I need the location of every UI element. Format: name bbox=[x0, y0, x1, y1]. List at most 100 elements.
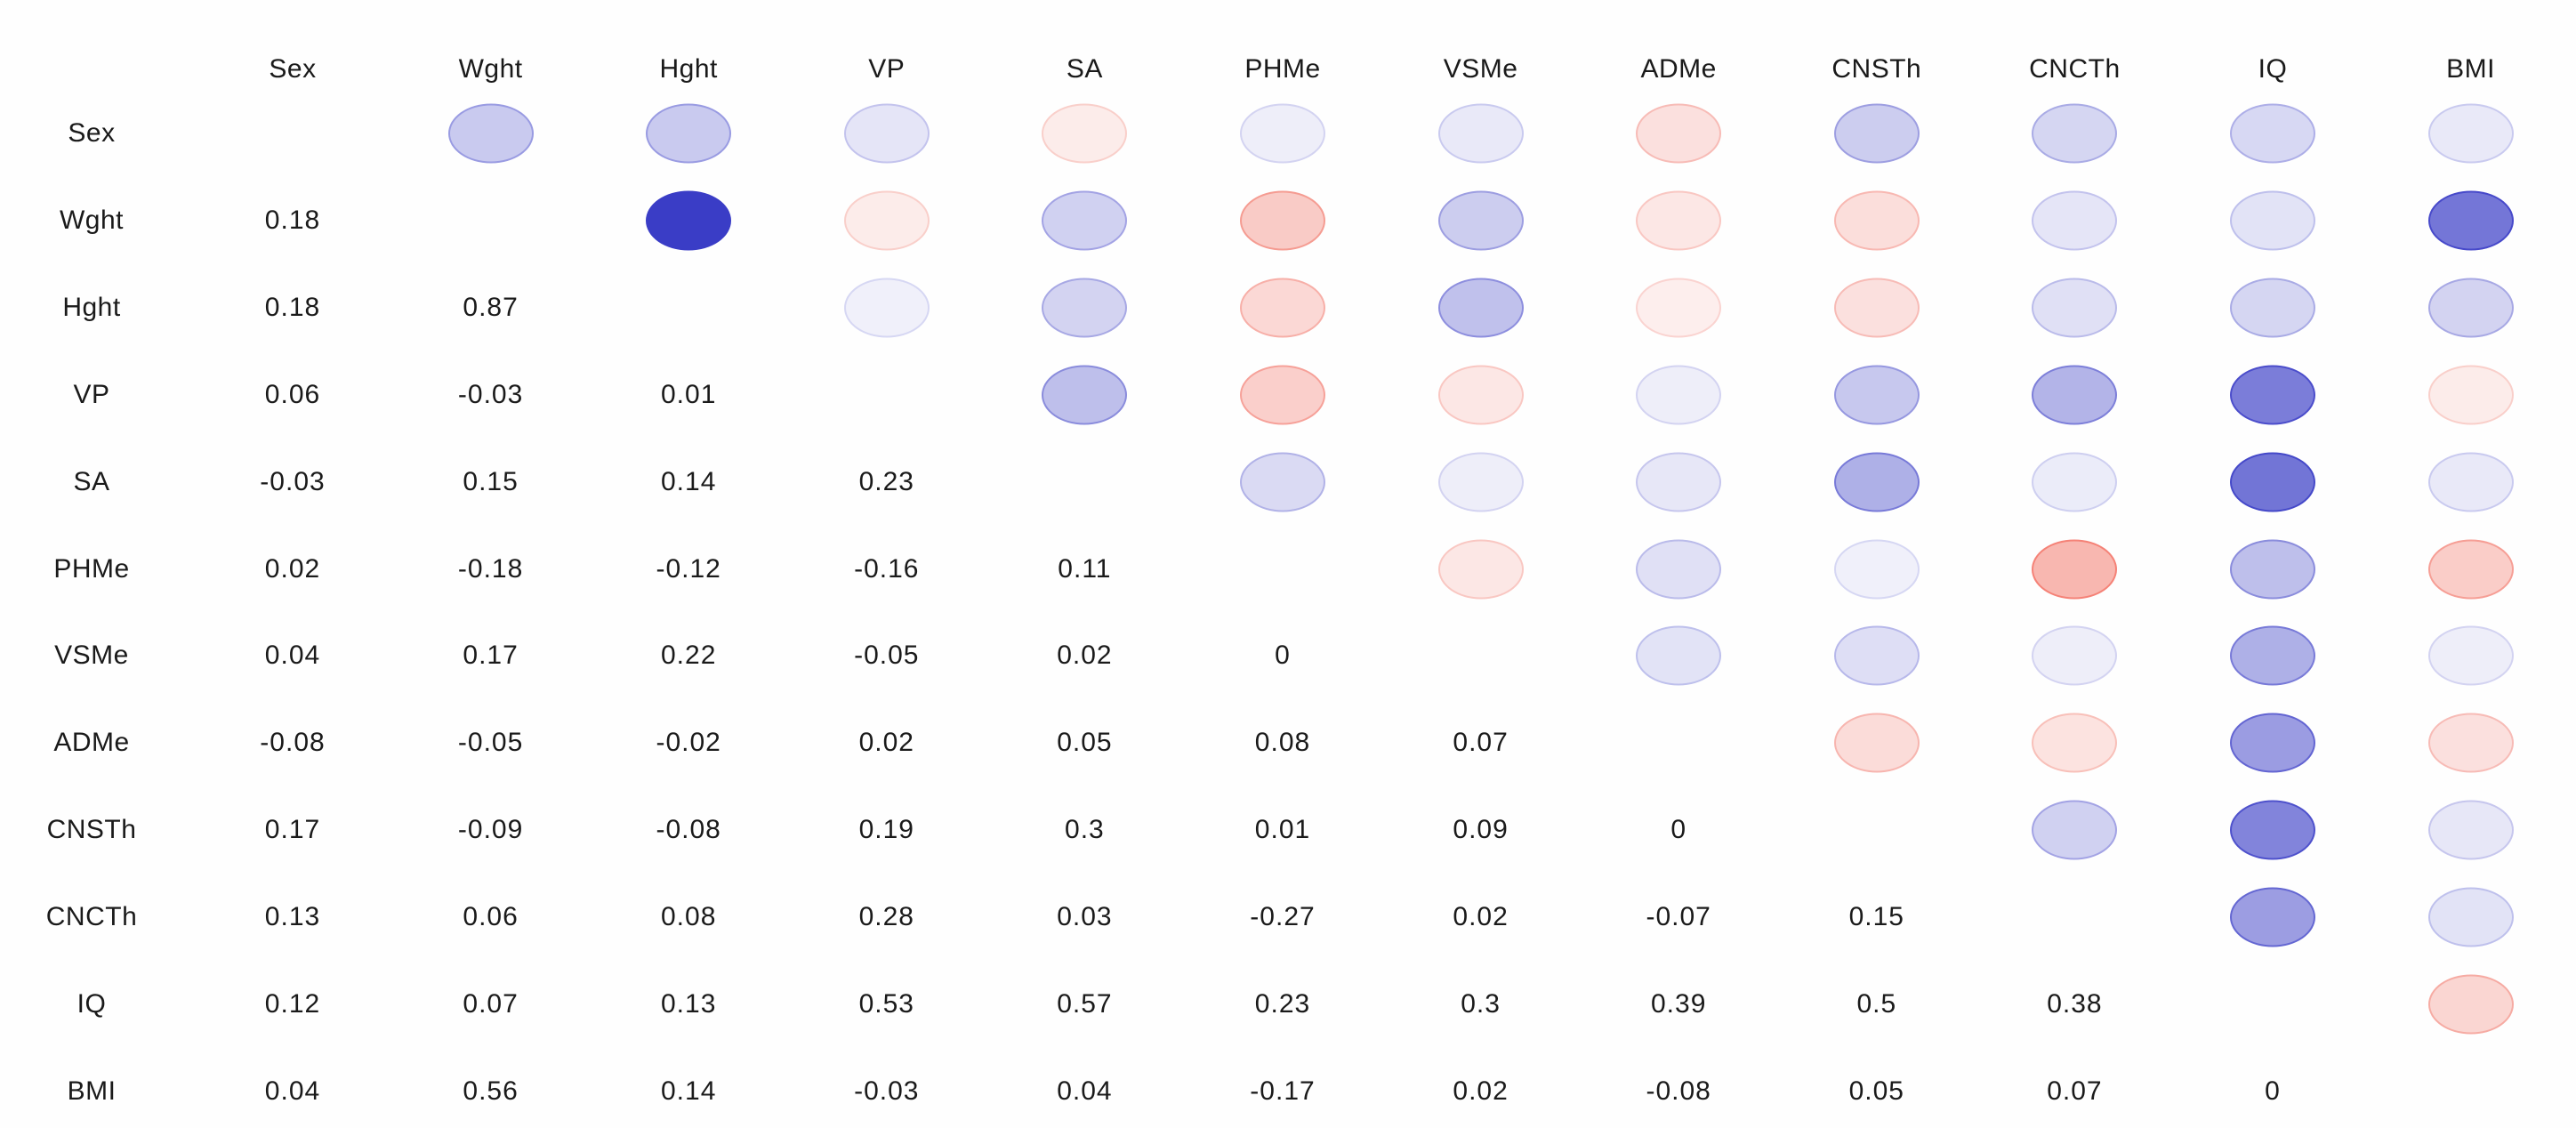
corr-value-CNCTh-CNSTh: 0.15 bbox=[1848, 902, 1904, 932]
row-label-SA: SA bbox=[73, 466, 110, 496]
corr-ellipse-Wght-BMI bbox=[2427, 190, 2514, 251]
corr-ellipse-Wght-VP bbox=[843, 190, 930, 251]
corr-ellipse-Hght-SA bbox=[1042, 278, 1128, 338]
corr-ellipse-SA-PHMe bbox=[1240, 452, 1325, 512]
corr-ellipse-SA-CNCTh bbox=[2032, 452, 2118, 512]
corr-ellipse-VP-PHMe bbox=[1240, 365, 1325, 425]
corr-ellipse-Hght-VP bbox=[843, 278, 930, 338]
corr-value-PHMe-SA: 0.11 bbox=[1058, 553, 1112, 584]
col-header-Wght: Wght bbox=[458, 54, 523, 84]
corr-value-CNSTh-Sex: 0.17 bbox=[264, 815, 321, 845]
corr-ellipse-PHMe-BMI bbox=[2427, 539, 2514, 599]
corr-value-CNCTh-PHMe: -0.27 bbox=[1250, 902, 1316, 932]
corr-value-CNSTh-Hght: -0.08 bbox=[656, 815, 721, 845]
corr-ellipse-Sex-SA bbox=[1042, 103, 1128, 164]
corr-ellipse-CNCTh-BMI bbox=[2427, 887, 2514, 947]
corr-ellipse-Sex-Hght bbox=[646, 103, 732, 164]
corr-value-BMI-Hght: 0.14 bbox=[660, 1076, 717, 1106]
row-label-Wght: Wght bbox=[59, 205, 125, 235]
corr-value-ADMe-Hght: -0.02 bbox=[656, 728, 721, 758]
corr-value-CNCTh-Sex: 0.13 bbox=[264, 902, 321, 932]
corr-value-ADMe-VSMe: 0.07 bbox=[1453, 728, 1509, 758]
corr-value-Wght-Sex: 0.18 bbox=[264, 205, 321, 235]
corr-ellipse-ADMe-CNCTh bbox=[2032, 713, 2118, 773]
col-header-SA: SA bbox=[1066, 54, 1103, 84]
corr-value-BMI-SA: 0.04 bbox=[1057, 1076, 1113, 1106]
corr-ellipse-SA-ADMe bbox=[1636, 452, 1722, 512]
corr-ellipse-VSMe-BMI bbox=[2427, 625, 2514, 686]
corr-ellipse-CNSTh-BMI bbox=[2427, 800, 2514, 860]
row-label-IQ: IQ bbox=[76, 989, 107, 1019]
corr-ellipse-Hght-IQ bbox=[2230, 278, 2315, 338]
corr-ellipse-Wght-Hght bbox=[646, 190, 732, 251]
row-label-PHMe: PHMe bbox=[53, 553, 130, 584]
corr-value-CNSTh-VP: 0.19 bbox=[858, 815, 914, 845]
col-header-ADMe: ADMe bbox=[1640, 54, 1717, 84]
corr-ellipse-Sex-ADMe bbox=[1636, 103, 1722, 164]
row-label-VSMe: VSMe bbox=[54, 641, 129, 671]
corr-ellipse-CNSTh-CNCTh bbox=[2032, 800, 2118, 860]
corr-value-SA-Wght: 0.15 bbox=[463, 466, 519, 496]
corr-ellipse-Hght-PHMe bbox=[1240, 278, 1325, 338]
corr-value-VP-Hght: 0.01 bbox=[660, 379, 717, 409]
corr-value-ADMe-Wght: -0.05 bbox=[457, 728, 524, 758]
corr-ellipse-VP-IQ bbox=[2230, 365, 2315, 425]
row-label-CNCTh: CNCTh bbox=[45, 902, 138, 932]
corr-ellipse-PHMe-CNSTh bbox=[1833, 539, 1920, 599]
col-header-BMI: BMI bbox=[2446, 54, 2496, 84]
corr-value-CNSTh-SA: 0.3 bbox=[1065, 815, 1105, 845]
col-header-Hght: Hght bbox=[659, 54, 718, 84]
row-label-CNSTh: CNSTh bbox=[46, 815, 137, 845]
corr-ellipse-VP-CNSTh bbox=[1833, 365, 1920, 425]
corr-value-SA-Sex: -0.03 bbox=[260, 466, 326, 496]
corr-value-VSMe-SA: 0.02 bbox=[1057, 641, 1113, 671]
col-header-CNCTh: CNCTh bbox=[2029, 54, 2121, 84]
row-label-ADMe: ADMe bbox=[53, 728, 130, 758]
corr-ellipse-ADMe-BMI bbox=[2427, 713, 2514, 773]
corr-value-VSMe-Sex: 0.04 bbox=[264, 641, 321, 671]
corr-value-BMI-Sex: 0.04 bbox=[264, 1076, 321, 1106]
corr-ellipse-Sex-IQ bbox=[2230, 103, 2315, 164]
corr-value-SA-VP: 0.23 bbox=[858, 466, 914, 496]
corr-ellipse-PHMe-VSMe bbox=[1437, 539, 1524, 599]
corr-ellipse-VSMe-CNSTh bbox=[1833, 625, 1920, 686]
col-header-PHMe: PHMe bbox=[1244, 54, 1321, 84]
corr-ellipse-Sex-VP bbox=[843, 103, 930, 164]
corr-value-ADMe-PHMe: 0.08 bbox=[1254, 728, 1311, 758]
corr-ellipse-VP-VSMe bbox=[1437, 365, 1524, 425]
corr-ellipse-Sex-CNSTh bbox=[1833, 103, 1920, 164]
col-header-VSMe: VSMe bbox=[1443, 54, 1518, 84]
corr-value-BMI-CNSTh: 0.05 bbox=[1848, 1076, 1904, 1106]
corr-value-PHMe-Wght: -0.18 bbox=[457, 553, 524, 584]
row-label-VP: VP bbox=[73, 379, 110, 409]
row-label-Sex: Sex bbox=[68, 118, 116, 148]
corr-value-VSMe-VP: -0.05 bbox=[854, 641, 920, 671]
corr-ellipse-Hght-CNSTh bbox=[1833, 278, 1920, 338]
corr-value-SA-Hght: 0.14 bbox=[660, 466, 717, 496]
corr-ellipse-Wght-VSMe bbox=[1437, 190, 1524, 251]
corr-ellipse-Wght-SA bbox=[1042, 190, 1128, 251]
corr-ellipse-Sex-Wght bbox=[447, 103, 534, 164]
corr-value-IQ-PHMe: 0.23 bbox=[1254, 989, 1311, 1019]
corr-ellipse-Wght-IQ bbox=[2230, 190, 2315, 251]
corr-value-CNSTh-ADMe: 0 bbox=[1670, 815, 1687, 845]
corr-value-PHMe-Hght: -0.12 bbox=[656, 553, 721, 584]
corr-ellipse-ADMe-CNSTh bbox=[1833, 713, 1920, 773]
corr-ellipse-Wght-CNCTh bbox=[2032, 190, 2118, 251]
corr-ellipse-Sex-VSMe bbox=[1437, 103, 1524, 164]
corr-ellipse-Sex-CNCTh bbox=[2032, 103, 2118, 164]
corr-value-IQ-ADMe: 0.39 bbox=[1650, 989, 1707, 1019]
corr-ellipse-IQ-BMI bbox=[2427, 974, 2514, 1035]
corr-ellipse-CNCTh-IQ bbox=[2230, 887, 2315, 947]
corr-ellipse-ADMe-IQ bbox=[2230, 713, 2315, 773]
corr-ellipse-Hght-VSMe bbox=[1437, 278, 1524, 338]
corr-value-IQ-Wght: 0.07 bbox=[463, 989, 519, 1019]
corr-ellipse-SA-IQ bbox=[2230, 452, 2315, 512]
corr-ellipse-PHMe-ADMe bbox=[1636, 539, 1722, 599]
corr-ellipse-Sex-BMI bbox=[2427, 103, 2514, 164]
corr-value-VP-Wght: -0.03 bbox=[457, 379, 524, 409]
corr-ellipse-PHMe-IQ bbox=[2230, 539, 2315, 599]
corr-ellipse-Hght-ADMe bbox=[1636, 278, 1722, 338]
col-header-Sex: Sex bbox=[269, 54, 317, 84]
corr-value-VSMe-Hght: 0.22 bbox=[660, 641, 717, 671]
